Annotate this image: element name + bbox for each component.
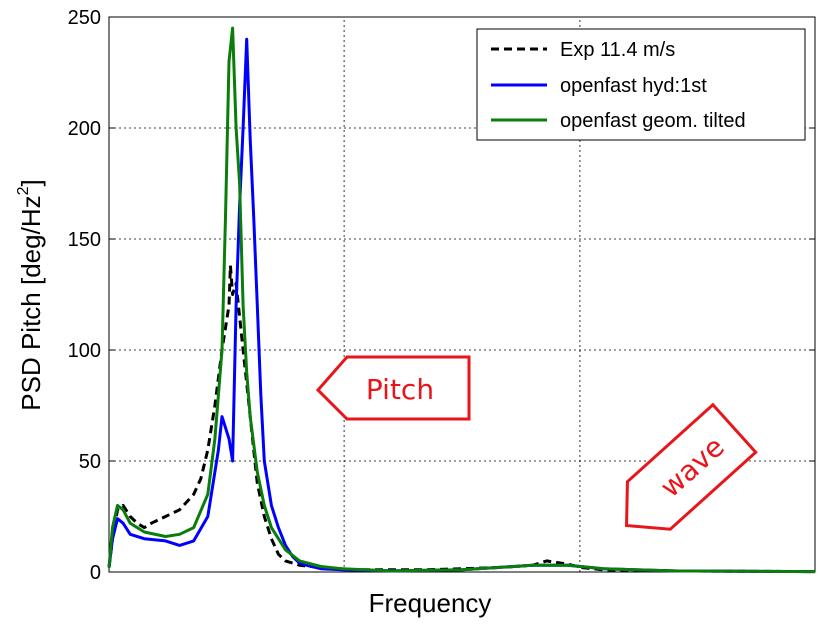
- y-axis-label-superscript: 2: [15, 186, 32, 195]
- y-tick-label: 100: [68, 340, 101, 362]
- legend-label-exp: Exp 11.4 m/s: [560, 39, 675, 61]
- series-line-2: [107, 26, 816, 574]
- legend-label-hyd: openfast hyd:1st: [560, 75, 707, 97]
- y-tick-label: 150: [68, 229, 101, 251]
- y-tick-label: 50: [79, 451, 101, 473]
- wave-callout: wave: [625, 402, 758, 531]
- y-tick-labels: 0 50 100 150 200 250: [68, 7, 101, 584]
- pitch-callout-arrow: [315, 355, 471, 421]
- y-tick-label: 0: [90, 562, 101, 584]
- series-lines: [107, 26, 816, 574]
- y-tick-label: 200: [68, 118, 101, 140]
- pitch-callout-label: Pitch: [366, 373, 434, 406]
- wave-callout-arrow: [625, 402, 758, 531]
- y-tick-label: 250: [68, 7, 101, 29]
- legend-label-geom: openfast geom. tilted: [560, 110, 746, 132]
- x-axis-label: Frequency: [369, 588, 492, 618]
- y-axis-label-main: PSD Pitch [deg/Hz: [16, 195, 46, 410]
- legend: Exp 11.4 m/s openfast hyd:1st openfast g…: [476, 28, 806, 141]
- y-axis-label-suffix: ]: [16, 179, 46, 186]
- y-axis-label: PSD Pitch [deg/Hz2]: [15, 179, 46, 410]
- y-axis-label-group: PSD Pitch [deg/Hz2]: [15, 179, 46, 410]
- pitch-callout: Pitch: [315, 355, 471, 421]
